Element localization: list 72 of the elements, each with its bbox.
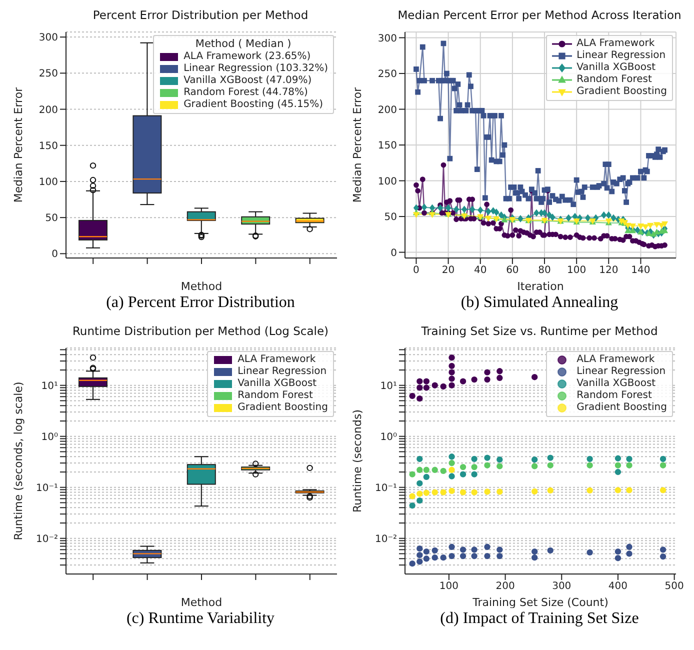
legend-label: Gradient Boosting <box>576 86 667 98</box>
x-tick-label: 20 <box>442 265 455 276</box>
y-tick-label: 250 <box>38 68 58 80</box>
x-tick-label: 60 <box>506 265 519 276</box>
legend-label: Linear Regression <box>576 366 666 378</box>
y-tick-label: 50 <box>384 212 397 224</box>
legend-label: Linear Regression <box>238 366 327 378</box>
x-axis-title: Method <box>180 280 222 293</box>
y-axis-title: Median Percent Error <box>350 86 364 203</box>
y-tick-label: 10⁻² <box>374 534 397 545</box>
x-tick-label: 500 <box>664 581 684 592</box>
x-tick-label: 400 <box>608 581 628 592</box>
y-tick-label: 50 <box>45 213 58 224</box>
x-tick-label: 40 <box>474 265 487 276</box>
x-tick-label: 300 <box>552 581 572 592</box>
legend-label: Random Forest (44.78%) <box>184 87 308 99</box>
legend-label: ALA Framework (23.65%) <box>184 51 311 63</box>
chart-title: Median Percent Error per Method Across Iteration <box>396 8 682 24</box>
y-tick-label: 0 <box>390 248 397 259</box>
x-tick-label: 100 <box>439 581 458 592</box>
y-axis-title: Runtime (seconds) <box>350 410 364 512</box>
legend-label: ALA Framework <box>238 354 316 366</box>
y-tick-label: 10⁰ <box>380 432 397 443</box>
y-tick-label: 10¹ <box>380 380 397 392</box>
legend-label: Vanilla XGBoost <box>576 378 656 390</box>
legend-label: Random Forest <box>238 390 313 402</box>
x-tick-label: 140 <box>631 265 650 276</box>
y-tick-label: 10¹ <box>41 380 58 392</box>
chart-title: Percent Error Distribution per Method <box>92 8 310 24</box>
y-tick-label: 150 <box>378 140 397 152</box>
legend-label: ALA Framework <box>576 354 655 366</box>
legend-label: Gradient Boosting <box>238 402 328 414</box>
y-tick-label: 10⁻¹ <box>36 482 58 494</box>
y-tick-label: 100 <box>378 176 397 188</box>
text: (c) Runtime Variability <box>125 610 276 629</box>
legend-label: Random Forest <box>576 74 652 86</box>
legend-label: Vanilla XGBoost <box>576 62 656 74</box>
legend-label: Vanilla XGBoost (47.09%) <box>184 75 312 87</box>
y-tick-label: 300 <box>38 32 58 44</box>
y-tick-label: 200 <box>378 104 397 116</box>
chart-title: Runtime Distribution per Method (Log Scale) <box>71 324 330 340</box>
x-axis-title: Training Set Size (Count) <box>472 596 608 609</box>
legend-label: Gradient Boosting (45.15%) <box>184 99 324 111</box>
y-tick-label: 10⁻² <box>36 534 58 545</box>
y-axis-title: Median Percent Error <box>12 86 25 203</box>
x-tick-label: 80 <box>538 265 551 276</box>
legend-label: Random Forest <box>576 390 652 402</box>
x-axis-title: Method <box>180 596 222 609</box>
x-tick-label: 120 <box>599 265 618 276</box>
x-tick-label: 100 <box>567 265 586 276</box>
y-tick-label: 300 <box>378 33 397 44</box>
text: (a) Percent Error Distribution <box>105 294 296 313</box>
legend-label: Linear Regression <box>576 50 666 62</box>
x-axis-title: Iteration <box>517 280 564 293</box>
y-tick-label: 10⁰ <box>41 432 58 443</box>
y-tick-label: 10⁻¹ <box>374 482 397 494</box>
y-tick-label: 150 <box>38 140 58 152</box>
legend-label: Vanilla XGBoost <box>238 378 317 390</box>
y-tick-label: 200 <box>38 104 58 116</box>
legend-label: Linear Regression (103.32%) <box>184 63 328 75</box>
chart-title: Training Set Size vs. Runtime per Method <box>420 324 659 340</box>
legend-label: Gradient Boosting <box>576 402 667 414</box>
legend-label: ALA Framework <box>576 38 655 50</box>
x-tick-label: 200 <box>496 581 515 592</box>
legend-title: Method ( Median ) <box>194 38 292 50</box>
x-tick-label: 0 <box>413 265 420 276</box>
y-tick-label: 0 <box>52 249 58 260</box>
y-axis-title: Runtime (seconds, log scale) <box>12 382 25 540</box>
text: (b) Simulated Annealing <box>460 294 620 313</box>
y-tick-label: 100 <box>38 177 58 188</box>
text: (d) Impact of Training Set Size <box>439 610 640 629</box>
y-tick-label: 250 <box>378 69 397 80</box>
